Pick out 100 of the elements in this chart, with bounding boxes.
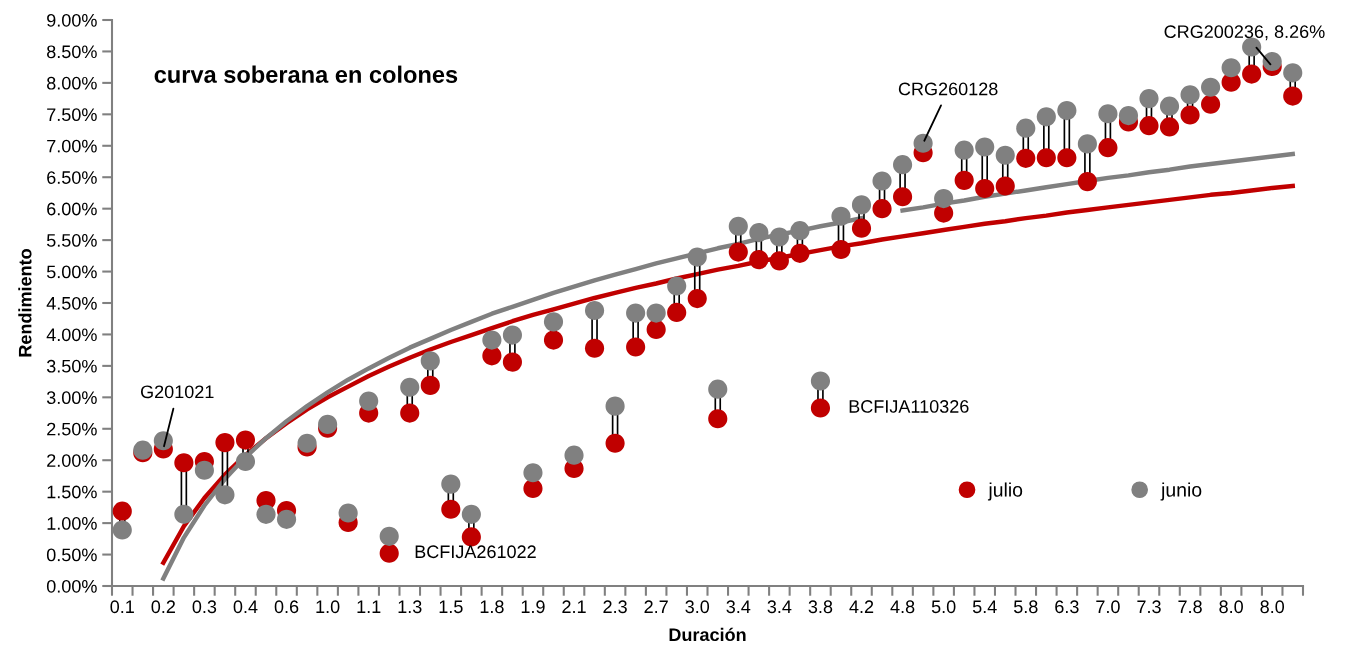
point xyxy=(174,453,194,473)
x-tick-label: 4.2 xyxy=(849,600,874,613)
x-tick-label: 0.1 xyxy=(110,600,134,614)
annotation: BCFIJA261022 xyxy=(415,545,536,559)
point xyxy=(1180,105,1200,125)
point xyxy=(831,239,851,260)
point xyxy=(338,503,358,523)
point xyxy=(708,379,728,399)
point xyxy=(400,377,420,397)
point xyxy=(728,216,748,236)
point xyxy=(769,251,789,271)
point xyxy=(913,133,933,153)
x-tick-label: 8.0 xyxy=(1260,600,1285,614)
y-tick-label: 5.00% xyxy=(46,265,97,279)
point xyxy=(810,371,831,391)
x-tick-label: 2.1 xyxy=(562,600,586,613)
point xyxy=(934,189,954,209)
point xyxy=(359,391,379,411)
point xyxy=(708,409,728,429)
x-tick-label: 1.3 xyxy=(398,600,422,614)
y-tick-label: 8.50% xyxy=(47,45,97,59)
point xyxy=(461,504,481,524)
y-tick-label: 6.00% xyxy=(47,202,97,216)
x-tick-label: 3.0 xyxy=(685,600,710,614)
point xyxy=(1077,172,1097,192)
x-tick-label: 7.0 xyxy=(1096,600,1120,614)
x-tick-label: 0.6 xyxy=(274,600,299,614)
x-tick-label: 2.3 xyxy=(603,600,627,614)
annotation: G201021 xyxy=(140,385,214,399)
point xyxy=(482,346,502,366)
x-tick-label: 5.8 xyxy=(1013,600,1038,614)
point xyxy=(276,509,297,529)
point xyxy=(995,176,1015,196)
point xyxy=(954,140,974,160)
point xyxy=(420,375,440,395)
point xyxy=(543,330,564,350)
y-tick-label: 1.50% xyxy=(47,485,97,499)
y-tick-label: 9.00% xyxy=(47,13,97,27)
point xyxy=(1057,148,1077,168)
annotation: CRG200236, 8.26% xyxy=(1164,25,1325,41)
point xyxy=(523,463,543,483)
x-tick-label: 1.0 xyxy=(316,600,340,614)
point xyxy=(400,403,420,423)
x-tick-label: 1.8 xyxy=(480,600,504,614)
x-tick-label: 1.9 xyxy=(521,600,545,614)
point xyxy=(687,247,707,267)
x-tick-label: 5.4 xyxy=(972,600,997,614)
point xyxy=(584,338,605,358)
y-axis-title: Rendimiento xyxy=(18,249,32,357)
legend-label: julio xyxy=(987,482,1023,501)
x-tick-label: 0.2 xyxy=(151,600,175,614)
y-tick-label: 5.50% xyxy=(46,234,97,247)
x-tick-label: 5.0 xyxy=(931,600,956,614)
y-tick-label: 0.00% xyxy=(46,579,97,593)
point xyxy=(1036,107,1056,127)
point xyxy=(646,319,666,339)
x-tick-label: 2.7 xyxy=(644,600,668,613)
y-tick-label: 4.00% xyxy=(46,328,97,342)
point xyxy=(194,460,214,480)
point xyxy=(215,485,235,505)
point xyxy=(1139,89,1159,109)
y-tick-label: 1.00% xyxy=(47,517,97,530)
point xyxy=(954,170,974,190)
point xyxy=(420,351,440,371)
point xyxy=(831,206,851,226)
point xyxy=(728,242,748,262)
point xyxy=(893,187,913,207)
y-tick-label: 3.00% xyxy=(46,391,97,405)
point xyxy=(1221,58,1241,78)
point xyxy=(235,430,256,450)
point xyxy=(749,250,769,270)
point xyxy=(379,543,399,563)
x-tick-label: 8.0 xyxy=(1219,600,1243,614)
point xyxy=(1077,134,1097,154)
point xyxy=(646,303,666,323)
point xyxy=(1016,118,1036,138)
x-tick-label: 1.1 xyxy=(357,600,381,613)
point xyxy=(502,325,522,345)
point xyxy=(749,222,769,243)
point xyxy=(1159,96,1180,116)
point xyxy=(790,243,810,263)
point xyxy=(667,276,687,296)
point xyxy=(379,526,399,546)
point xyxy=(626,337,646,357)
point xyxy=(1242,64,1262,84)
point xyxy=(482,330,502,350)
y-tick-label: 3.50% xyxy=(46,359,97,373)
point xyxy=(1159,117,1180,137)
point xyxy=(605,433,625,453)
x-tick-label: 6.3 xyxy=(1055,600,1079,614)
point xyxy=(441,499,461,519)
point xyxy=(1036,148,1056,168)
point xyxy=(769,227,789,247)
x-tick-label: 7.8 xyxy=(1178,600,1202,614)
point xyxy=(1118,106,1139,126)
point xyxy=(461,527,481,547)
point xyxy=(1098,104,1118,124)
point xyxy=(667,302,687,323)
legend-label: junio xyxy=(1160,482,1202,501)
point xyxy=(215,433,235,453)
